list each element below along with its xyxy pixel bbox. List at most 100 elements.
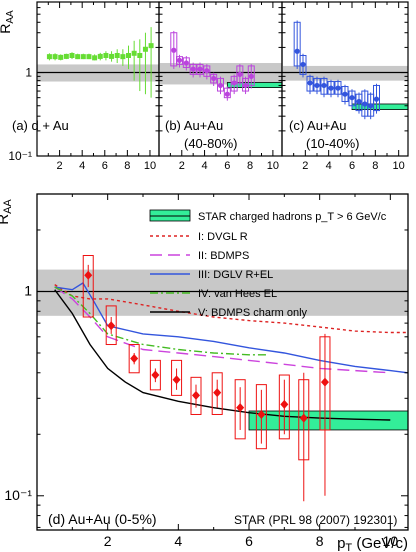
panel-b-label-1: (b) Au+Au bbox=[165, 118, 223, 133]
data-point bbox=[84, 270, 93, 280]
y-tick-label: 10⁻¹ bbox=[8, 149, 32, 163]
panel-d-xlabel: pT (GeV/c) bbox=[337, 535, 408, 552]
plot-area bbox=[37, 27, 159, 98]
data-point bbox=[213, 388, 222, 398]
data-point bbox=[335, 85, 341, 91]
data-point bbox=[237, 71, 243, 77]
panel-d-label: (d) Au+Au (0-5%) bbox=[48, 511, 157, 527]
x-tick-label: 10 bbox=[383, 533, 399, 549]
top-ylabel: RAA bbox=[0, 10, 16, 34]
panel-c: 2 4 6 8 10 bbox=[281, 1, 409, 172]
sys-box bbox=[319, 336, 331, 431]
x-tick-label: 4 bbox=[201, 160, 207, 172]
data-point bbox=[69, 52, 75, 58]
data-point bbox=[248, 73, 254, 79]
panel-b-label-2: (40-80%) bbox=[184, 136, 237, 151]
data-point bbox=[242, 82, 249, 89]
plot-frame bbox=[281, 1, 409, 157]
data-point bbox=[362, 101, 368, 107]
systematic-band bbox=[37, 269, 408, 316]
x-tick-label: 10 bbox=[393, 160, 405, 172]
plot-frame bbox=[36, 193, 409, 531]
data-point bbox=[97, 53, 103, 59]
data-point bbox=[307, 80, 313, 86]
series-line bbox=[54, 286, 267, 356]
sys-box bbox=[298, 379, 310, 461]
sys-box bbox=[190, 376, 202, 415]
data-point bbox=[211, 75, 217, 82]
legend-label: IV: van Hees EL bbox=[198, 288, 277, 300]
x-tick-label: 4 bbox=[79, 160, 85, 172]
data-point bbox=[321, 82, 327, 89]
x-tick-label: 6 bbox=[245, 533, 253, 549]
x-tick-label: 8 bbox=[124, 160, 130, 172]
data-point bbox=[131, 50, 137, 56]
legend-label: III: DGLV R+EL bbox=[198, 269, 273, 281]
data-point bbox=[142, 46, 148, 52]
data-point bbox=[109, 53, 115, 59]
data-point bbox=[86, 54, 92, 60]
x-tick-label: 6 bbox=[102, 160, 108, 172]
data-point bbox=[236, 403, 245, 413]
legend-label: V: BDMPS charm only bbox=[198, 307, 308, 319]
data-point bbox=[314, 82, 320, 89]
data-point bbox=[176, 57, 183, 63]
data-point bbox=[103, 52, 109, 58]
x-tick-label: 8 bbox=[316, 533, 324, 549]
sys-box bbox=[255, 384, 267, 450]
data-point bbox=[231, 80, 237, 86]
legend-label: STAR charged hadrons p_T > 6 GeV/c bbox=[198, 211, 387, 223]
data-point bbox=[151, 370, 160, 380]
data-point bbox=[328, 85, 334, 91]
plot-area bbox=[37, 255, 408, 502]
plot-area bbox=[159, 30, 282, 101]
x-tick-label: 4 bbox=[174, 533, 182, 549]
data-point bbox=[373, 96, 380, 102]
data-point bbox=[224, 91, 230, 97]
panel-d-ylabel: RAA bbox=[0, 199, 14, 225]
data-point bbox=[114, 52, 120, 58]
data-point bbox=[197, 66, 203, 72]
legend-label: II: BDMPS bbox=[198, 250, 249, 262]
data-point bbox=[190, 66, 196, 72]
sys-box bbox=[82, 255, 94, 318]
x-tick-label: 4 bbox=[326, 160, 332, 172]
data-point bbox=[126, 52, 131, 58]
data-point bbox=[107, 321, 116, 331]
sys-box bbox=[149, 359, 161, 391]
panel-d-citation: STAR (PRL 98 (2007) 192301) bbox=[234, 513, 397, 527]
panel-c-label-1: (c) Au+Au bbox=[289, 118, 346, 133]
data-point bbox=[171, 47, 177, 53]
data-point bbox=[280, 399, 289, 409]
x-tick-label: 2 bbox=[57, 160, 63, 172]
data-point bbox=[58, 54, 64, 60]
data-point bbox=[294, 48, 300, 54]
x-tick-label: 8 bbox=[247, 160, 253, 172]
data-point bbox=[130, 353, 139, 363]
data-point bbox=[217, 82, 224, 89]
x-tick-label: 10 bbox=[144, 160, 156, 172]
series-line bbox=[54, 286, 391, 374]
panel-a-label: (a) d + Au bbox=[12, 118, 69, 133]
data-point bbox=[300, 61, 306, 68]
y-tick-label: 1 bbox=[25, 66, 32, 80]
data-point bbox=[172, 375, 181, 385]
x-tick-label: 6 bbox=[224, 160, 230, 172]
data-point bbox=[80, 54, 86, 60]
systematic-band bbox=[282, 65, 408, 81]
panel-d: 2 4 6 8 10 10⁻¹ 1 RAA pT (GeV/c) STAR charged had… bbox=[0, 193, 409, 552]
legend: STAR charged hadrons p_T > 6 GeV/c I: DVG… bbox=[149, 209, 387, 319]
data-point bbox=[342, 91, 348, 97]
data-point bbox=[356, 98, 362, 105]
x-tick-label: 6 bbox=[349, 160, 355, 172]
data-point bbox=[92, 55, 98, 61]
x-tick-label: 2 bbox=[179, 160, 185, 172]
data-point bbox=[148, 43, 154, 49]
sys-box bbox=[211, 372, 223, 415]
data-point bbox=[120, 54, 126, 60]
data-point bbox=[46, 54, 52, 60]
data-point bbox=[183, 60, 189, 66]
panel-c-label-2: (10-40%) bbox=[306, 136, 359, 151]
series-line bbox=[54, 284, 408, 334]
